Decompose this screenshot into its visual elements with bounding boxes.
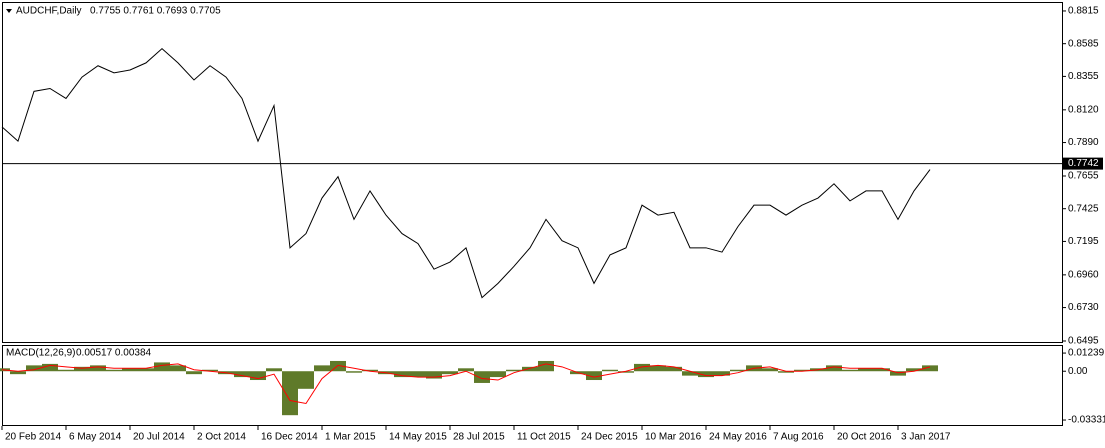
current-price-label: 0.7742 <box>1068 158 1099 169</box>
y-tick-label: -0.03331 <box>1068 415 1105 426</box>
macd-bar <box>10 371 26 375</box>
macd-bar <box>874 368 890 372</box>
y-tick-label: 0.7655 <box>1068 171 1099 182</box>
x-tick-label: 3 Jan 2017 <box>901 432 951 443</box>
x-tick-label: 2 Oct 2014 <box>197 432 246 443</box>
x-tick-label: 14 May 2015 <box>389 432 447 443</box>
macd-bar <box>666 366 682 372</box>
x-tick-label: 20 Jul 2014 <box>133 432 185 443</box>
macd-bar <box>42 363 58 372</box>
y-tick-label: 0.7425 <box>1068 203 1099 214</box>
x-tick-label: 10 Mar 2016 <box>645 432 702 443</box>
macd-bar <box>730 369 746 372</box>
x-tick-label: 7 Aug 2016 <box>773 432 824 443</box>
y-tick-label: 0.8120 <box>1068 104 1099 115</box>
macd-bar <box>858 368 874 372</box>
x-tick-label: 24 May 2016 <box>709 432 767 443</box>
x-tick-label: 24 Dec 2015 <box>581 432 638 443</box>
price-panel <box>2 2 1063 343</box>
x-tick-label: 1 Mar 2015 <box>325 432 376 443</box>
y-tick-label: 0.6730 <box>1068 302 1099 313</box>
macd-bar <box>106 369 122 372</box>
y-tick-label: 0.6960 <box>1068 269 1099 280</box>
x-tick-label: 28 Jul 2015 <box>453 432 505 443</box>
macd-bar <box>618 371 634 373</box>
macd-bar <box>778 371 794 373</box>
macd-bar <box>266 368 282 372</box>
macd-bar <box>122 368 138 372</box>
macd-bar <box>250 371 266 381</box>
macd-bar <box>74 366 90 372</box>
macd-bar <box>698 371 714 378</box>
macd-bar <box>58 369 74 372</box>
macd-bar <box>890 371 906 376</box>
macd-bar <box>202 369 218 372</box>
macd-bar <box>282 371 298 416</box>
macd-bar <box>362 369 378 372</box>
y-tick-label: 0.6495 <box>1068 336 1099 347</box>
current-price-box <box>1063 157 1103 170</box>
macd-bar <box>842 369 858 372</box>
x-tick-label: 6 May 2014 <box>69 432 122 443</box>
macd-bar <box>538 360 554 372</box>
macd-bar <box>682 371 698 376</box>
x-tick-label: 20 Oct 2016 <box>837 432 892 443</box>
macd-bar <box>346 371 362 373</box>
macd-values: 0.00517 0.00384 <box>76 348 152 359</box>
macd-bar <box>714 371 730 376</box>
ohlc-values: 0.7755 0.7761 0.7693 0.7705 <box>90 6 221 17</box>
macd-bar <box>394 371 410 378</box>
macd-bar <box>762 368 778 372</box>
x-tick-label: 16 Dec 2014 <box>261 432 318 443</box>
y-tick-label: 0.7890 <box>1068 137 1099 148</box>
macd-bar <box>138 368 154 372</box>
macd-bar <box>154 362 170 372</box>
macd-bar <box>506 369 522 372</box>
macd-bar <box>186 371 202 375</box>
macd-bar <box>26 365 42 372</box>
y-tick-label: 0.8355 <box>1068 71 1099 82</box>
macd-bar <box>234 371 250 378</box>
macd-bar <box>442 371 458 375</box>
macd-title: MACD(12,26,9) <box>6 348 75 359</box>
y-tick-label: 0.00 <box>1068 366 1088 377</box>
macd-bar <box>634 363 650 372</box>
signal-line <box>1 363 931 405</box>
macd-bar <box>490 371 506 378</box>
y-tick-label: 0.8585 <box>1068 38 1099 49</box>
macd-bar <box>410 371 426 378</box>
macd-bar <box>906 368 922 372</box>
y-tick-label: 0.8815 <box>1068 6 1099 17</box>
macd-bar <box>298 371 314 389</box>
macd-bar <box>170 365 186 372</box>
x-tick-label: 20 Feb 2014 <box>5 432 62 443</box>
macd-bar <box>602 369 618 372</box>
macd-bar <box>90 365 106 372</box>
macd-bar <box>426 371 442 379</box>
symbol-title: AUDCHF,Daily <box>16 6 82 17</box>
macd-bar <box>922 365 938 372</box>
x-tick-label: 11 Oct 2015 <box>517 432 571 443</box>
macd-bar <box>474 371 490 383</box>
y-tick-label: 0.7195 <box>1068 236 1099 247</box>
macd-bar <box>458 368 474 372</box>
macd-panel <box>2 345 1063 426</box>
macd-bar <box>794 369 810 372</box>
macd-bar <box>650 365 666 372</box>
macd-bar <box>826 365 842 372</box>
macd-bar <box>330 360 346 372</box>
dropdown-icon[interactable] <box>6 9 12 13</box>
macd-bar <box>314 365 330 372</box>
macd-bar <box>586 371 602 381</box>
y-tick-label: 0.01239 <box>1068 348 1105 359</box>
price-line <box>1 47 931 299</box>
macd-bar <box>522 366 538 372</box>
